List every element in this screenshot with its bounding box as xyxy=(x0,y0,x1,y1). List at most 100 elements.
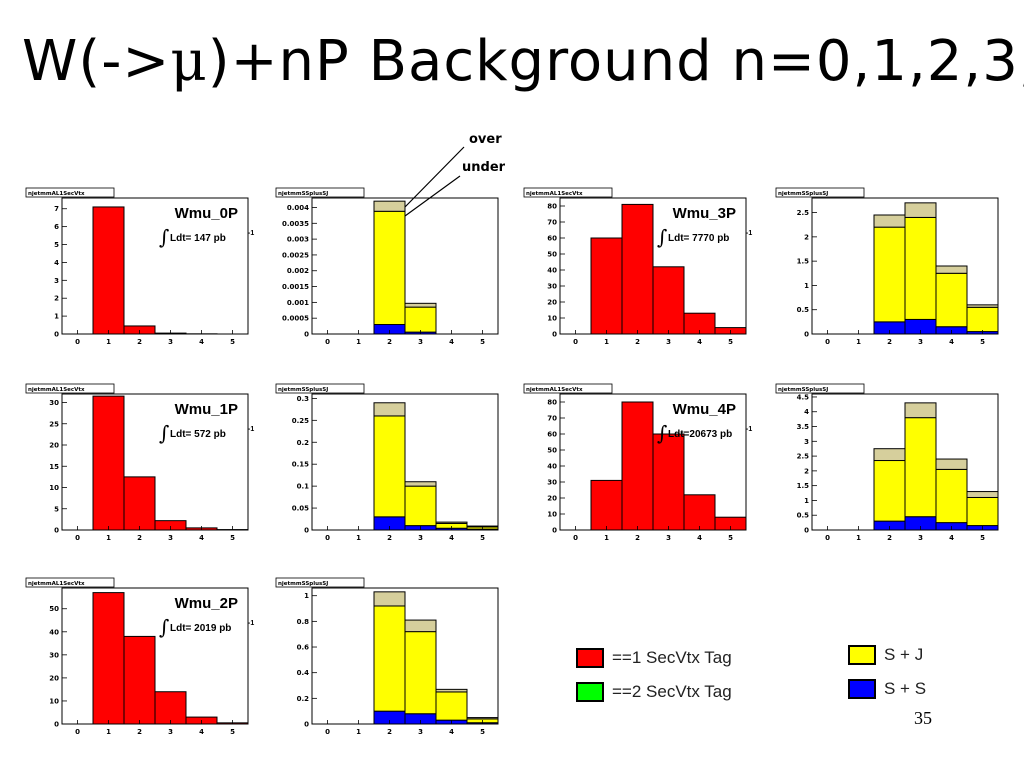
y-tick-label: 40 xyxy=(49,628,59,636)
page-number: 35 xyxy=(914,708,932,728)
y-tick-label: 2 xyxy=(804,233,809,241)
x-tick-label: 0 xyxy=(75,728,80,736)
x-tick-label: 3 xyxy=(168,534,173,542)
x-tick-label: 1 xyxy=(604,534,609,542)
hist-name-box xyxy=(25,187,115,198)
y-tick-label: 2.5 xyxy=(797,209,810,217)
y-tick-label: 0 xyxy=(304,331,309,339)
y-tick-label: 80 xyxy=(547,203,557,211)
x-tick-label: 1 xyxy=(106,338,111,346)
y-tick-label: 1 xyxy=(304,592,309,600)
hist-name-box xyxy=(775,383,865,394)
y-tick-label: 0.2 xyxy=(297,695,310,703)
hist-name: njetmmSSplusSJ xyxy=(278,387,328,393)
hist-bar-tan xyxy=(935,265,968,274)
histogram-panel: njetmmAL1SecVtx 0 10 20 30 40 50 0 1 2 3 4 5 Wmu_2P ∫ L… xyxy=(25,577,254,740)
x-tick-label: 0 xyxy=(825,338,830,346)
y-tick-label: 0 xyxy=(304,527,309,535)
x-tick-label: 2 xyxy=(137,338,142,346)
x-tick-label: 2 xyxy=(635,534,640,542)
y-tick-label: 0 xyxy=(804,331,809,339)
y-tick-label: 3 xyxy=(804,438,809,446)
luminosity-exponent: -1 xyxy=(746,426,752,433)
y-tick-label: 30 xyxy=(547,479,557,487)
y-tick-label: 1.5 xyxy=(797,482,810,490)
hist-name: njetmmSSplusSJ xyxy=(278,191,328,197)
x-tick-label: 3 xyxy=(918,534,923,542)
y-tick-label: 2.5 xyxy=(797,453,810,461)
hist-name-box xyxy=(275,577,365,588)
x-tick-label: 4 xyxy=(697,534,702,542)
x-tick-label: 0 xyxy=(573,338,578,346)
hist-bar-tan xyxy=(873,214,906,228)
legend-swatch-yellow xyxy=(848,645,876,665)
histogram-svg: njetmmSSplusSJ 0 0.0005 0.001 0.0015 0.002 0.0… xyxy=(275,187,499,346)
hist-bar-yellow xyxy=(435,691,468,721)
luminosity-exponent: -1 xyxy=(248,230,254,237)
y-tick-label: 2 xyxy=(804,467,809,475)
title-pre: W(-> xyxy=(22,29,171,94)
x-tick-label: 2 xyxy=(887,534,892,542)
hist-bar-yellow xyxy=(873,460,906,522)
y-tick-label: 0.25 xyxy=(292,417,309,425)
x-tick-label: 2 xyxy=(137,534,142,542)
hist-bar-tan xyxy=(435,521,468,524)
histogram-panel: njetmmSSplusSJ 0 0.5 1 1.5 2 2.5 0 1 2 3 4 5 xyxy=(775,187,1000,350)
y-tick-label: 50 xyxy=(547,447,557,455)
histogram-panel: njetmmAL1SecVtx 0 10 20 30 40 50 60 70 80 0 1 2 3 4 5 Wm… xyxy=(523,383,752,546)
x-tick-label: 3 xyxy=(168,338,173,346)
y-tick-label: 0.6 xyxy=(297,644,310,652)
x-tick-label: 0 xyxy=(573,534,578,542)
y-tick-label: 1.5 xyxy=(797,258,810,266)
x-tick-label: 3 xyxy=(418,728,423,736)
annotation-under: under xyxy=(462,160,506,175)
x-tick-label: 5 xyxy=(728,338,733,346)
y-tick-label: 0 xyxy=(54,527,59,535)
hist-name: njetmmSSplusSJ xyxy=(278,581,328,587)
legend-swatch-blue xyxy=(848,679,876,699)
y-tick-label: 0.1 xyxy=(297,483,310,491)
y-tick-label: 40 xyxy=(547,267,557,275)
hist-bar-yellow xyxy=(904,216,937,320)
y-tick-label: 20 xyxy=(547,299,557,307)
x-tick-label: 4 xyxy=(449,534,454,542)
y-tick-label: 0.4 xyxy=(297,669,310,677)
y-tick-label: 7 xyxy=(54,205,59,213)
y-tick-label: 10 xyxy=(547,511,557,519)
x-tick-label: 1 xyxy=(856,534,861,542)
hist-name-box xyxy=(775,187,865,198)
y-tick-label: 20 xyxy=(49,674,59,682)
histogram-panel: njetmmSSplusSJ 0 0.2 0.4 0.6 0.8 1 0 1 2 3 4 5 xyxy=(275,577,500,740)
x-tick-label: 0 xyxy=(75,534,80,542)
hist-bar-yellow xyxy=(904,417,937,518)
y-tick-label: 6 xyxy=(54,223,59,231)
legend-label: ==1 SecVtx Tag xyxy=(612,648,732,667)
y-tick-label: 4.5 xyxy=(797,393,810,401)
sample-label: Wmu_4P xyxy=(673,401,736,418)
legend-label: S + S xyxy=(884,679,927,698)
y-tick-label: 70 xyxy=(547,415,557,423)
histogram-svg: njetmmAL1SecVtx 0 10 20 30 40 50 60 70 80 0 1 2 3 4 5 Wm… xyxy=(523,383,752,542)
hist-name: njetmmAL1SecVtx xyxy=(28,387,85,393)
legend-swatch-green xyxy=(576,682,604,702)
hist-bar-tan xyxy=(404,481,437,487)
y-tick-label: 3 xyxy=(54,277,59,285)
y-tick-label: 0.5 xyxy=(797,306,810,314)
y-tick-label: 0.8 xyxy=(297,618,310,626)
y-tick-label: 3.5 xyxy=(797,423,810,431)
hist-bar-yellow xyxy=(966,496,999,527)
y-tick-label: 0.002 xyxy=(287,267,309,275)
histogram-panel: njetmmAL1SecVtx 0 10 20 30 40 50 60 70 80 0 1 2 3 4 5 Wm… xyxy=(523,187,752,350)
hist-name: njetmmAL1SecVtx xyxy=(28,581,85,587)
x-tick-label: 2 xyxy=(887,338,892,346)
sample-label: Wmu_3P xyxy=(673,205,736,222)
x-tick-label: 0 xyxy=(75,338,80,346)
y-tick-label: 5 xyxy=(54,241,59,249)
hist-bar-yellow xyxy=(935,272,968,328)
x-tick-label: 4 xyxy=(449,728,454,736)
hist-bar-tan xyxy=(404,619,437,633)
x-tick-label: 4 xyxy=(199,728,204,736)
title-post: )+nP Background n=0,1,2,3,4 xyxy=(207,29,1024,94)
luminosity-label: Ldt= 147 pb xyxy=(170,233,226,244)
y-tick-label: 15 xyxy=(49,463,59,471)
